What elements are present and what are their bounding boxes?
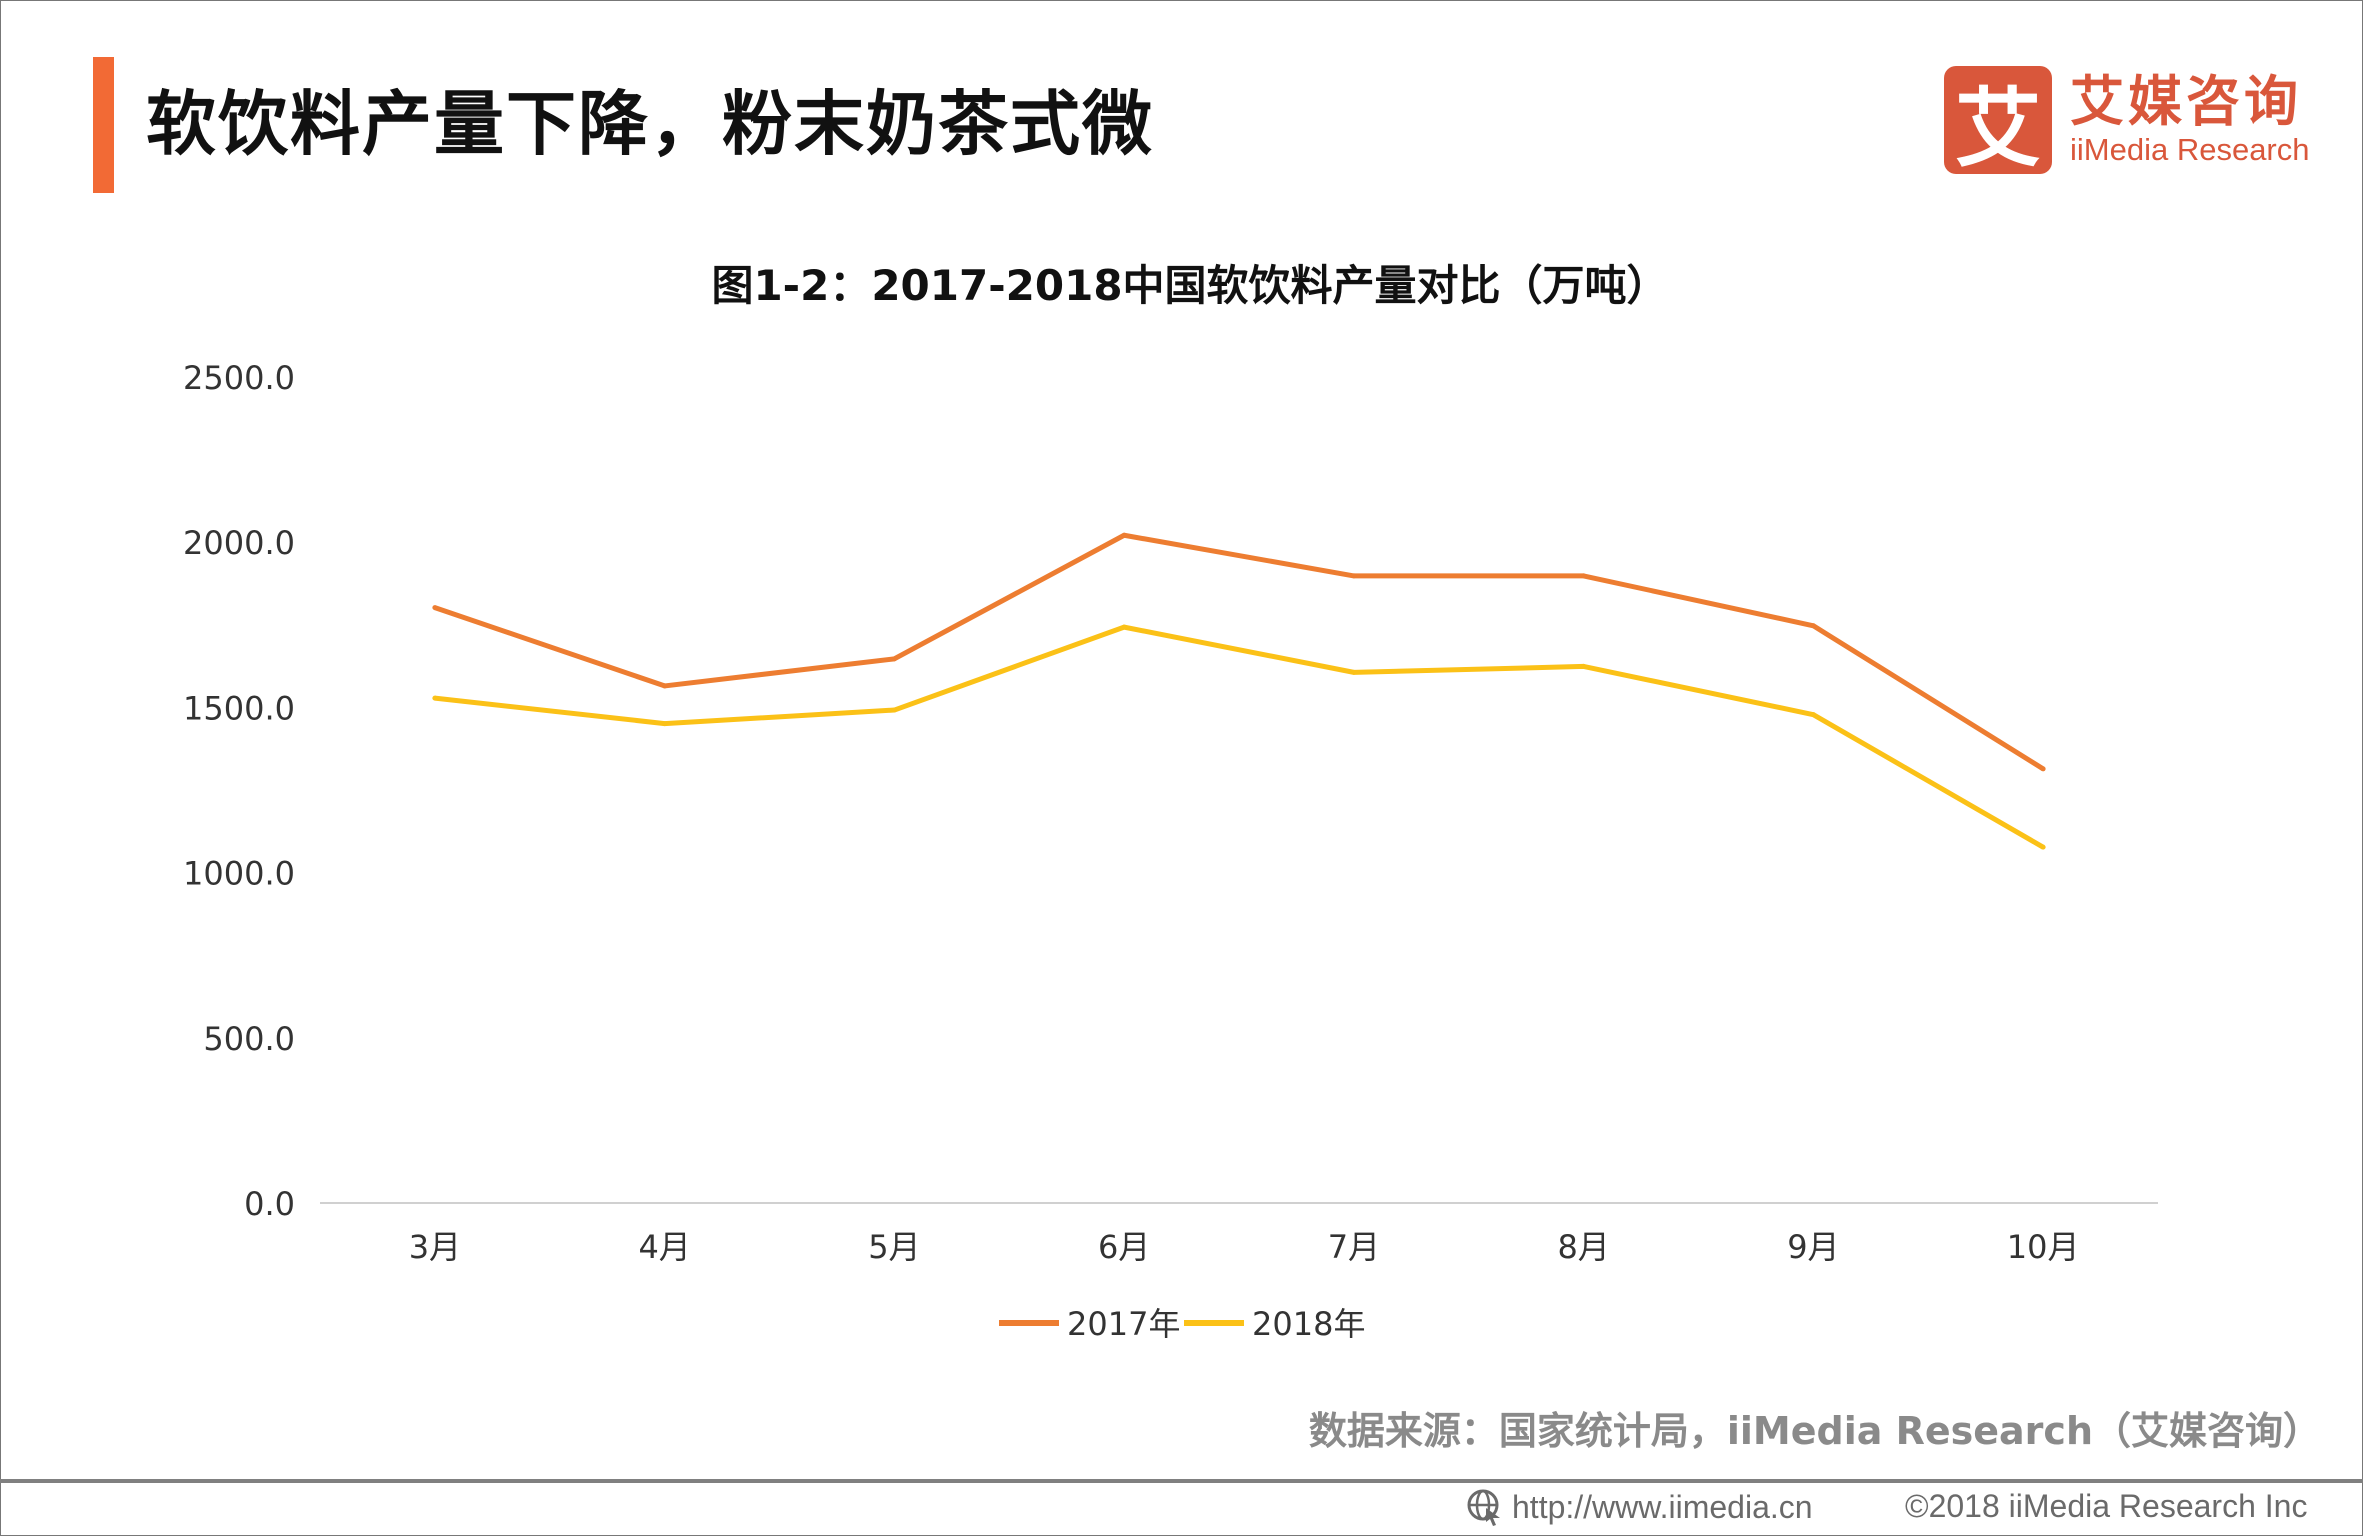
footer-url-group[interactable]: http://www.iimedia.cn [1466,1488,1813,1526]
x-tick-label: 10月 [2007,1228,2080,1266]
data-point [1351,573,1357,579]
y-tick-label: 0.0 [244,1185,295,1223]
data-point [662,683,668,689]
footer-divider [0,1479,2363,1483]
logo-icon: 艾 [1944,66,2052,179]
series-line-2017年 [434,532,2045,771]
footer-url[interactable]: http://www.iimedia.cn [1512,1488,1813,1525]
data-point [1581,573,1587,579]
x-tick-label: 6月 [1098,1228,1150,1266]
chart-title: 图1-2：2017-2018中国软饮料产量对比（万吨） [711,261,1668,310]
data-point [1810,712,1816,718]
title-accent-bar [93,57,114,193]
globe-cursor-icon [1467,1489,1500,1526]
legend-label: 2017年 [1067,1305,1180,1343]
y-tick-label: 500.0 [203,1020,295,1058]
y-tick-label: 2500.0 [183,359,295,397]
data-source: 数据来源：国家统计局，iiMedia Research（艾媒咨询） [1308,1409,2321,1453]
data-point [662,721,668,727]
x-tick-label: 5月 [868,1228,920,1266]
y-tick-label: 1000.0 [183,855,295,893]
footer-copyright: ©2018 iiMedia Research Inc [1905,1488,2308,1524]
x-tick-label: 8月 [1557,1228,1609,1266]
data-point [1810,623,1816,629]
data-point [1351,669,1357,675]
x-tick-label: 4月 [638,1228,690,1266]
data-point [2040,844,2046,850]
legend-label: 2018年 [1252,1305,1365,1343]
y-tick-label: 1500.0 [183,689,295,727]
page-title: 软饮料产量下降，粉末奶茶式微 [146,83,1154,165]
data-point [1121,624,1127,630]
imedia-logo: 艾 艾媒咨询 iiMedia Research [1944,66,2310,179]
data-point [891,656,897,662]
logo-cn-text: 艾媒咨询 [2070,70,2302,133]
data-point [1581,663,1587,669]
data-point [2040,766,2046,772]
logo-en-text: iiMedia Research [2070,132,2310,167]
y-tick-label: 2000.0 [183,524,295,562]
x-tick-label: 3月 [409,1228,461,1266]
data-point [432,605,438,611]
x-tick-label: 7月 [1328,1228,1380,1266]
data-point [891,707,897,713]
series-line-2018年 [434,624,2045,850]
data-point [1121,532,1127,538]
data-point [432,695,438,701]
x-tick-label: 9月 [1787,1228,1839,1266]
